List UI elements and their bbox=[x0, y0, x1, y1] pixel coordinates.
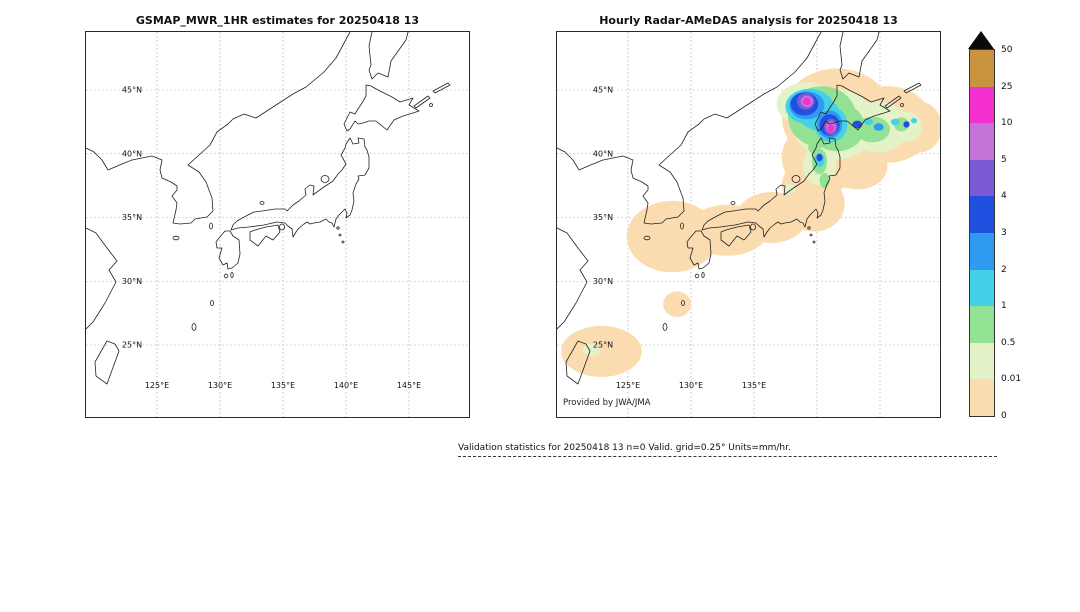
lat-tick-label: 40°N bbox=[593, 149, 613, 158]
lon-tick-label: 130°E bbox=[208, 381, 232, 390]
colorbar-tick-label: 4 bbox=[1001, 191, 1007, 202]
footer-dashed-line bbox=[458, 456, 997, 457]
tick-labels: 45°N 40°N 35°N 30°N 25°N 125°E 130°E 135°E bbox=[593, 86, 766, 391]
lat-tick-label: 30°N bbox=[122, 277, 142, 286]
radar-panel-title: Hourly Radar-AMeDAS analysis for 2025041… bbox=[599, 14, 898, 27]
lat-tick-label: 35°N bbox=[122, 213, 142, 222]
precip-cell bbox=[582, 343, 601, 357]
lat-tick-label: 35°N bbox=[593, 213, 613, 222]
precip-cell bbox=[827, 124, 834, 132]
colorbar-segment: 3 bbox=[970, 228, 1007, 270]
precip-cell bbox=[783, 184, 796, 195]
lon-tick-label: 130°E bbox=[679, 381, 703, 390]
data-credit: Provided by JWA/JMA bbox=[561, 398, 653, 408]
precip-cell bbox=[663, 291, 691, 318]
colorbar-scale: 50 25 10 5 4 3 2 1 0.5 0.01 0 bbox=[969, 45, 1021, 421]
colorbar-segment: 25 bbox=[970, 82, 1012, 124]
colorbar-segment: 0.5 bbox=[970, 338, 1015, 380]
lon-tick-label: 145°E bbox=[397, 381, 421, 390]
gsmap-panel: GSMAP_MWR_1HR estimates for 20250418 13 … bbox=[85, 14, 470, 418]
lat-tick-label: 45°N bbox=[593, 86, 613, 95]
colorbar-tick-label: 50 bbox=[1001, 45, 1013, 55]
lat-tick-label: 45°N bbox=[122, 86, 142, 95]
gsmap-map-svg: 45°N 40°N 35°N 30°N 25°N 125°E 130°E 135°E 140°E… bbox=[86, 32, 469, 417]
colorbar-segment: 10 bbox=[970, 118, 1012, 160]
radar-map-svg: 45°N 40°N 35°N 30°N 25°N 125°E 130°E 135°E bbox=[557, 32, 940, 417]
colorbar-segment: 0.01 0 bbox=[970, 374, 1021, 421]
validation-note: Validation statistics for 20250418 13 n=… bbox=[458, 443, 791, 453]
grid-lines bbox=[86, 32, 469, 417]
lon-tick-label: 135°E bbox=[271, 381, 295, 390]
precip-cell bbox=[561, 325, 642, 377]
precip-cell bbox=[802, 97, 811, 106]
lat-tick-label: 25°N bbox=[593, 341, 613, 350]
precip-cell bbox=[864, 118, 874, 126]
colorbar-zero-label: 0 bbox=[1001, 410, 1007, 421]
colorbar-segment: 1 bbox=[970, 301, 1007, 343]
tick-labels: 45°N 40°N 35°N 30°N 25°N 125°E 130°E 135°E 140°E… bbox=[122, 86, 421, 391]
colorbar-tick-label: 0.01 bbox=[1001, 374, 1022, 385]
colorbar-tick-label: 25 bbox=[1001, 81, 1013, 92]
colorbar-segment: 4 bbox=[970, 191, 1007, 233]
precip-blobs bbox=[561, 68, 940, 377]
colorbar-tick-label: 1 bbox=[1001, 301, 1007, 312]
lon-tick-label: 140°E bbox=[334, 381, 358, 390]
gsmap-panel-title: GSMAP_MWR_1HR estimates for 20250418 13 bbox=[135, 14, 420, 27]
precip-cell bbox=[816, 153, 823, 162]
precip-cell bbox=[890, 118, 900, 126]
precip-cell bbox=[819, 172, 830, 189]
colorbar-tick-label: 5 bbox=[1001, 154, 1007, 165]
colorbar-segment: 5 bbox=[970, 155, 1007, 197]
lon-tick-label: 125°E bbox=[145, 381, 169, 390]
precip-cell bbox=[808, 141, 821, 154]
colorbar-tick-label: 10 bbox=[1001, 118, 1013, 129]
precip-cell bbox=[910, 118, 918, 124]
colorbar-segment: 50 bbox=[970, 45, 1012, 87]
precip-cell bbox=[873, 123, 884, 131]
radar-panel: Hourly Radar-AMeDAS analysis for 2025041… bbox=[556, 14, 941, 418]
precip-cell bbox=[854, 116, 890, 143]
lat-tick-label: 30°N bbox=[593, 277, 613, 286]
lat-tick-label: 25°N bbox=[122, 341, 142, 350]
colorbar-tick-label: 3 bbox=[1001, 227, 1007, 238]
precip-cell bbox=[903, 121, 910, 128]
colorbar-segment: 2 bbox=[970, 265, 1007, 307]
precip-colorbar: 50 25 10 5 4 3 2 1 0.5 0.01 0 bbox=[968, 31, 1021, 421]
colorbar-tick-label: 2 bbox=[1001, 264, 1007, 275]
colorbar-tick-label: 0.5 bbox=[1001, 337, 1016, 348]
precip-cell bbox=[852, 120, 863, 129]
colorbar-over-arrow bbox=[968, 31, 994, 49]
lat-tick-label: 40°N bbox=[122, 149, 142, 158]
lon-tick-label: 125°E bbox=[616, 381, 640, 390]
lon-tick-label: 135°E bbox=[742, 381, 766, 390]
